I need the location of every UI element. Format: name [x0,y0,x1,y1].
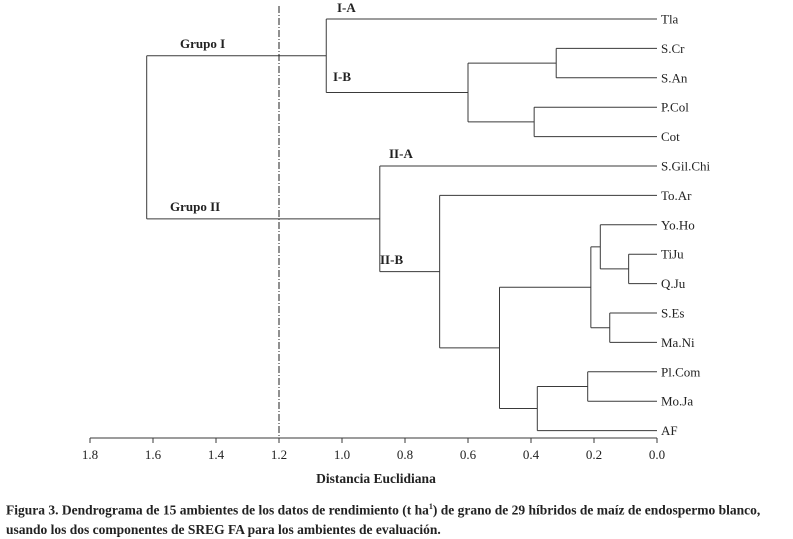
subgroup-label-II-B: II-B [380,252,403,267]
x-axis-tick-label: 1.4 [208,447,225,462]
x-axis-title: Distancia Euclidiana [316,471,436,486]
caption-text-part2: ) de grano de 29 híbridos de maíz de end… [6,502,761,537]
leaf-label: S.Cr [661,41,685,56]
leaf-label: Q.Ju [661,276,686,291]
figure-caption: Figura 3. Dendrograma de 15 ambientes de… [6,497,790,539]
dendrogram: Tla S.Cr S.An P.Col Cot S.Gil.Chi To.Ar Yo.Ho Ti… [82,0,711,486]
leaf-label: TiJu [661,247,684,262]
leaf-label: Yo.Ho [661,217,695,232]
leaf-label: S.An [661,70,688,85]
subgroup-label-I-B: I-B [333,69,351,84]
x-axis-tick-label: 1.6 [145,447,162,462]
leaf-label: Pl.Com [661,364,700,379]
leaf-label: S.Es [661,306,684,321]
leaf-label: To.Ar [661,188,692,203]
leaf-labels: Tla S.Cr S.An P.Col Cot S.Gil.Chi To.Ar Yo.Ho Ti… [661,12,711,439]
x-axis-tick-label: 0.0 [649,447,665,462]
dendrogram-branches [146,18,657,432]
x-axis-tick-label: 1.8 [82,447,98,462]
x-axis: 1.8 1.6 1.4 1.2 1.0 0.8 0.6 0.4 0.2 0.0 [82,437,665,462]
group-label-grupo-2: Grupo II [170,199,220,214]
caption-text-part1: Figura 3. Dendrograma de 15 ambientes de… [6,502,429,518]
x-axis-tick-label: 1.2 [271,447,287,462]
leaf-label: Tla [661,12,679,27]
x-axis-tick-label: 0.8 [397,447,413,462]
x-axis-tick-label: 0.4 [523,447,540,462]
x-axis-tick-label: 0.6 [460,447,477,462]
subgroup-label-I-A: I-A [337,0,356,15]
x-axis-tick-label: 0.2 [586,447,602,462]
leaf-label: S.Gil.Chi [661,159,711,174]
leaf-label: AF [661,423,678,438]
group-label-grupo-1: Grupo I [180,36,225,51]
leaf-label: Ma.Ni [661,335,695,350]
leaf-label: Cot [661,129,680,144]
leaf-label: P.Col [661,100,689,115]
subgroup-label-II-A: II-A [389,146,413,161]
x-axis-tick-label: 1.0 [334,447,350,462]
leaf-label: Mo.Ja [661,394,693,409]
caption-superscript: 1 [428,502,433,511]
